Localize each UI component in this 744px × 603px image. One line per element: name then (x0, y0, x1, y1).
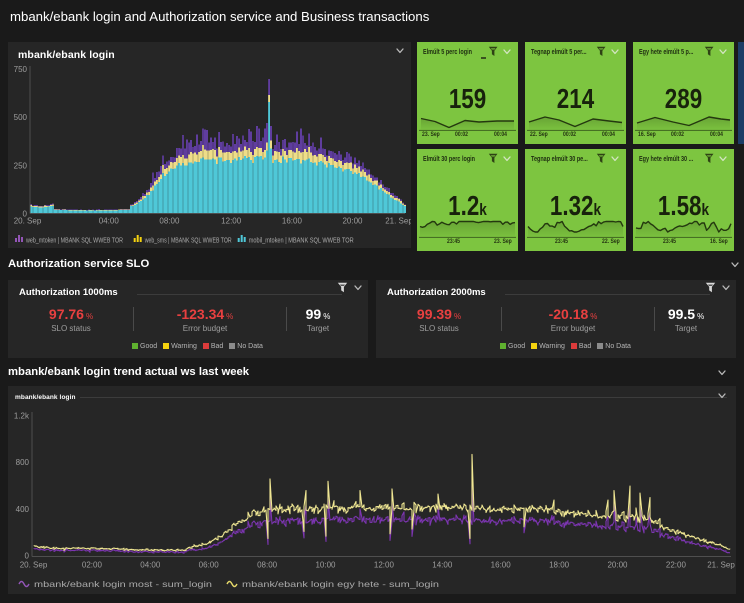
svg-text:10:00: 10:00 (315, 561, 336, 570)
svg-text:0: 0 (23, 210, 28, 219)
svg-text:12:00: 12:00 (221, 217, 242, 226)
svg-text:12:00: 12:00 (374, 561, 395, 570)
svg-text:08:00: 08:00 (159, 217, 180, 226)
svg-text:0: 0 (25, 552, 30, 561)
svg-text:750: 750 (14, 65, 28, 74)
svg-text:18:00: 18:00 (549, 561, 570, 570)
svg-text:1.2k: 1.2k (14, 412, 30, 421)
svg-text:20. Sep: 20. Sep (20, 561, 48, 570)
svg-text:mbank/ebank login egy hete - s: mbank/ebank login egy hete - sum_login (242, 579, 439, 589)
svg-text:web_sms | MBANK SQL WWEB TOR: web_sms | MBANK SQL WWEB TOR (144, 238, 232, 245)
svg-text:04:00: 04:00 (140, 561, 161, 570)
svg-text:16:00: 16:00 (282, 217, 303, 226)
svg-text:mbank/ebank login most - sum_l: mbank/ebank login most - sum_login (34, 579, 212, 589)
svg-text:14:00: 14:00 (432, 561, 453, 570)
svg-text:400: 400 (16, 505, 30, 514)
svg-text:02:00: 02:00 (82, 561, 103, 570)
svg-text:16:00: 16:00 (491, 561, 512, 570)
svg-text:04:00: 04:00 (99, 217, 120, 226)
svg-text:06:00: 06:00 (199, 561, 220, 570)
svg-text:22:00: 22:00 (666, 561, 687, 570)
svg-text:21. Sep: 21. Sep (707, 561, 735, 570)
svg-text:mobil_mtoken | MBANK SQL WWEB: mobil_mtoken | MBANK SQL WWEB TOR (249, 238, 354, 245)
svg-text:800: 800 (16, 458, 30, 467)
svg-text:20:00: 20:00 (607, 561, 628, 570)
svg-text:250: 250 (14, 161, 28, 170)
svg-text:21. Sep: 21. Sep (385, 217, 411, 226)
svg-text:20. Sep: 20. Sep (14, 217, 42, 226)
svg-text:20:00: 20:00 (342, 217, 363, 226)
svg-text:08:00: 08:00 (257, 561, 278, 570)
svg-text:web_mtoken | MBANK SQL WWEB TO: web_mtoken | MBANK SQL WWEB TOR (25, 238, 123, 245)
svg-text:500: 500 (14, 113, 28, 122)
